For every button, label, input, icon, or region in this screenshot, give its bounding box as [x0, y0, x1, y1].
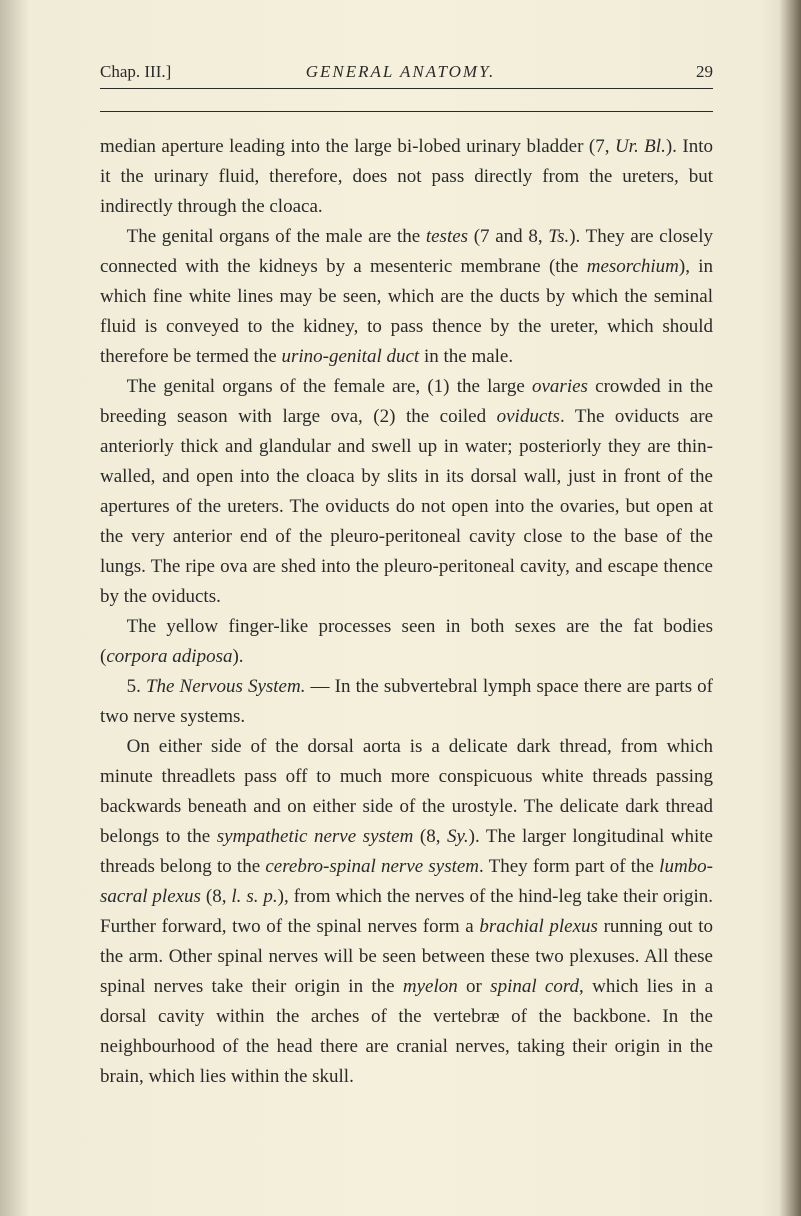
header-title: GENERAL ANATOMY. [306, 62, 495, 82]
text-run: The genital organs of the female are, (1… [127, 376, 532, 397]
italic-term: Ts. [548, 226, 569, 247]
paragraph-4: The yellow finger-like processes seen in… [100, 612, 713, 672]
italic-term: mesorchium [587, 256, 679, 277]
paragraph-3: The genital organs of the female are, (1… [100, 372, 713, 612]
text-run: (8, [201, 886, 231, 907]
italic-term: cerebro-spinal nerve system [265, 856, 479, 877]
text-run: or [458, 976, 490, 997]
italic-term: myelon [403, 976, 458, 997]
italic-term: ovaries [532, 376, 588, 397]
italic-term: spinal cord [490, 976, 579, 997]
text-run: in the male. [419, 346, 513, 367]
italic-term: Ur. Bl. [615, 136, 666, 157]
text-run: . They form part of the [479, 856, 659, 877]
running-header: Chap. III.] GENERAL ANATOMY. 29 [100, 62, 713, 82]
italic-term: brachial plexus [479, 916, 598, 937]
text-run: (8, [413, 826, 447, 847]
body-top-rule [100, 111, 713, 112]
italic-term: Sy. [447, 826, 469, 847]
text-run: (7 and 8, [468, 226, 548, 247]
header-chapter: Chap. III.] [100, 62, 171, 82]
body-text: median aperture leading into the large b… [100, 132, 713, 1093]
text-run: . The oviducts are anteriorly thick and … [100, 406, 713, 607]
text-run: median aperture leading into the large b… [100, 136, 615, 157]
paragraph-2: The genital organs of the male are the t… [100, 222, 713, 372]
paragraph-6: On either side of the dorsal aorta is a … [100, 732, 713, 1092]
italic-term: testes [426, 226, 468, 247]
page-content: Chap. III.] GENERAL ANATOMY. 29 median a… [0, 0, 801, 1216]
header-page-number: 29 [696, 62, 713, 82]
italic-term: oviducts [497, 406, 560, 427]
text-run: ). [232, 646, 243, 667]
italic-term: sympathetic nerve system [217, 826, 414, 847]
paragraph-1: median aperture leading into the large b… [100, 132, 713, 222]
paragraph-5: 5. The Nervous System. — In the subverte… [100, 672, 713, 732]
italic-section-heading: The Nervous System. [146, 676, 306, 697]
italic-term: corpora adiposa [106, 646, 232, 667]
italic-term: l. s. p. [231, 886, 277, 907]
header-rule [100, 88, 713, 89]
italic-term: urino-genital duct [281, 346, 419, 367]
text-run: 5. [127, 676, 146, 697]
text-run: The genital organs of the male are the [127, 226, 426, 247]
